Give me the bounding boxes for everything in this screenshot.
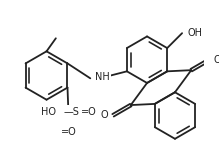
Text: =O: =O xyxy=(60,127,76,137)
Text: OH: OH xyxy=(188,28,203,38)
Text: O: O xyxy=(214,55,219,65)
Text: O: O xyxy=(101,110,108,120)
Text: —S: —S xyxy=(64,107,80,117)
Text: HO: HO xyxy=(41,107,56,117)
Text: =O: =O xyxy=(81,107,97,117)
Text: NH: NH xyxy=(95,72,110,82)
